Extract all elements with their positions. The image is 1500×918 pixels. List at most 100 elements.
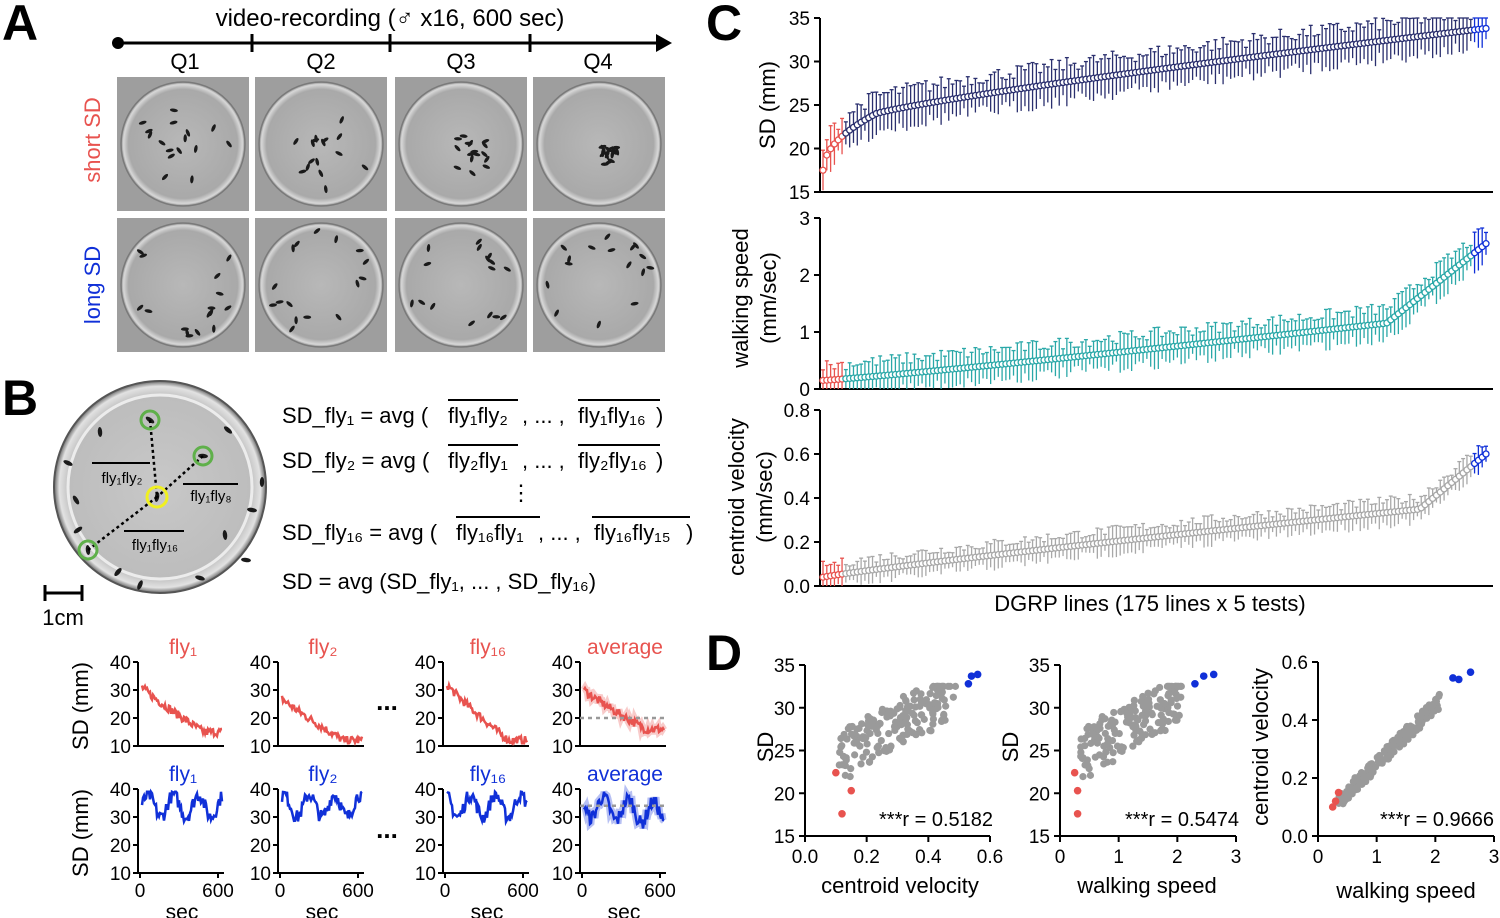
fly: [362, 258, 370, 265]
d-ytick-label: 20: [1029, 784, 1050, 805]
ts-ytick-label: 10: [110, 737, 131, 758]
ts-xtick-label: 600: [202, 881, 234, 902]
eq2-mid: , ... ,: [522, 448, 565, 473]
fly: [482, 164, 491, 169]
ts-xlabel: sec: [608, 901, 641, 918]
fly: [138, 120, 147, 125]
ts-ytick-label: 20: [110, 836, 131, 857]
d-point: [903, 703, 912, 711]
d-point: [1130, 696, 1138, 704]
d-point: [1416, 712, 1425, 720]
d-point: [937, 717, 946, 726]
d-point: [858, 720, 866, 728]
ts-ytick-label: 20: [250, 836, 271, 857]
c-ytick-label: 15: [789, 183, 810, 204]
fly: [335, 313, 342, 321]
fly: [487, 311, 493, 319]
fly: [211, 124, 216, 132]
petri-dish: [536, 81, 662, 207]
d-point: [853, 739, 861, 747]
fly: [318, 169, 324, 177]
ts-ellipsis-short: ...: [376, 686, 398, 716]
dist-label-1-16: fly₁fly₁₆: [132, 537, 178, 554]
fly: [286, 301, 293, 308]
d-point: [1132, 714, 1140, 722]
d-point: [851, 751, 859, 759]
ts-title: fly₂: [308, 636, 337, 659]
d-point: [949, 693, 957, 701]
panel-label-a: A: [2, 0, 38, 51]
d-point-long: [1191, 680, 1199, 688]
d-point: [1167, 699, 1175, 707]
ts-ytick-label: 40: [110, 780, 131, 801]
eq1-mid: , ... ,: [522, 403, 565, 428]
ts-ytick-label: 20: [552, 709, 573, 730]
fly: [185, 334, 194, 338]
ts-title: average: [587, 636, 663, 659]
ts-ytick-label: 10: [110, 864, 131, 885]
c-ytick-label: 30: [789, 53, 810, 74]
scatter-sd-vs-speed: 35 30 25 20 150 1 2 3: [1029, 656, 1241, 868]
ts-line: [446, 788, 528, 827]
d-point: [896, 703, 904, 711]
fly: [145, 128, 153, 134]
c-ytick-label: 25: [789, 96, 810, 117]
fly: [588, 245, 596, 250]
c-point: [823, 151, 831, 159]
timeline-arrow-icon: [656, 34, 672, 52]
d-point: [929, 720, 937, 728]
fly: [606, 146, 613, 154]
d-point: [1148, 730, 1156, 739]
d-xtick-label: 0.0: [792, 847, 818, 868]
d-point: [848, 722, 856, 731]
d-point: [1108, 736, 1117, 745]
fly: [303, 315, 312, 319]
d-point: [835, 761, 843, 769]
fly: [324, 185, 328, 194]
d3-r-value: ***r = 0.9666: [1380, 809, 1494, 831]
fly: [269, 303, 277, 307]
d-point-long: [1209, 670, 1218, 679]
d-point: [836, 748, 844, 756]
d-point: [1126, 711, 1134, 719]
fly: [607, 248, 616, 253]
d-point: [917, 711, 926, 719]
d-point: [1101, 715, 1109, 723]
ts-ytick-label: 10: [250, 864, 271, 885]
ts-ellipsis-long: ...: [376, 814, 398, 844]
d-point: [878, 705, 887, 713]
d-point: [1110, 708, 1118, 717]
ts-xtick-label: 600: [644, 881, 676, 902]
d-point: [1395, 737, 1403, 745]
c-sd-ylabel: SD (mm): [755, 61, 780, 149]
ts-title: fly₁₆: [470, 763, 507, 786]
d-point: [912, 730, 920, 739]
fly: [334, 235, 339, 244]
d-point: [1079, 773, 1087, 781]
fly: [185, 129, 191, 137]
d-point: [837, 743, 845, 751]
ts-ytick-label: 40: [552, 780, 573, 801]
quarter-label-3: Q3: [446, 49, 475, 74]
d-point: [859, 753, 867, 761]
d-point: [1403, 722, 1411, 731]
fly: [626, 261, 632, 269]
c-speed-ylabel-1: walking speed: [728, 228, 753, 368]
ts-xtick-label: 0: [440, 881, 451, 902]
d-point: [925, 700, 933, 709]
panel-label-d: D: [706, 625, 742, 681]
fly: [226, 140, 232, 148]
d-point: [1093, 739, 1101, 747]
ts-ylabel-long: SD (mm): [68, 789, 93, 877]
fly: [336, 133, 343, 140]
row-label-short-sd: short SD: [80, 97, 105, 183]
fly: [469, 170, 476, 177]
d-point: [1423, 714, 1431, 722]
fly: [305, 163, 310, 171]
dish-photo-grid: [117, 77, 665, 352]
d-point: [874, 742, 882, 750]
d-point: [1401, 735, 1409, 744]
d3-ylabel: centroid velocity: [1248, 668, 1273, 826]
fly: [136, 249, 144, 255]
eq3-term-b: fly₁₆fly₁₅: [594, 520, 671, 545]
